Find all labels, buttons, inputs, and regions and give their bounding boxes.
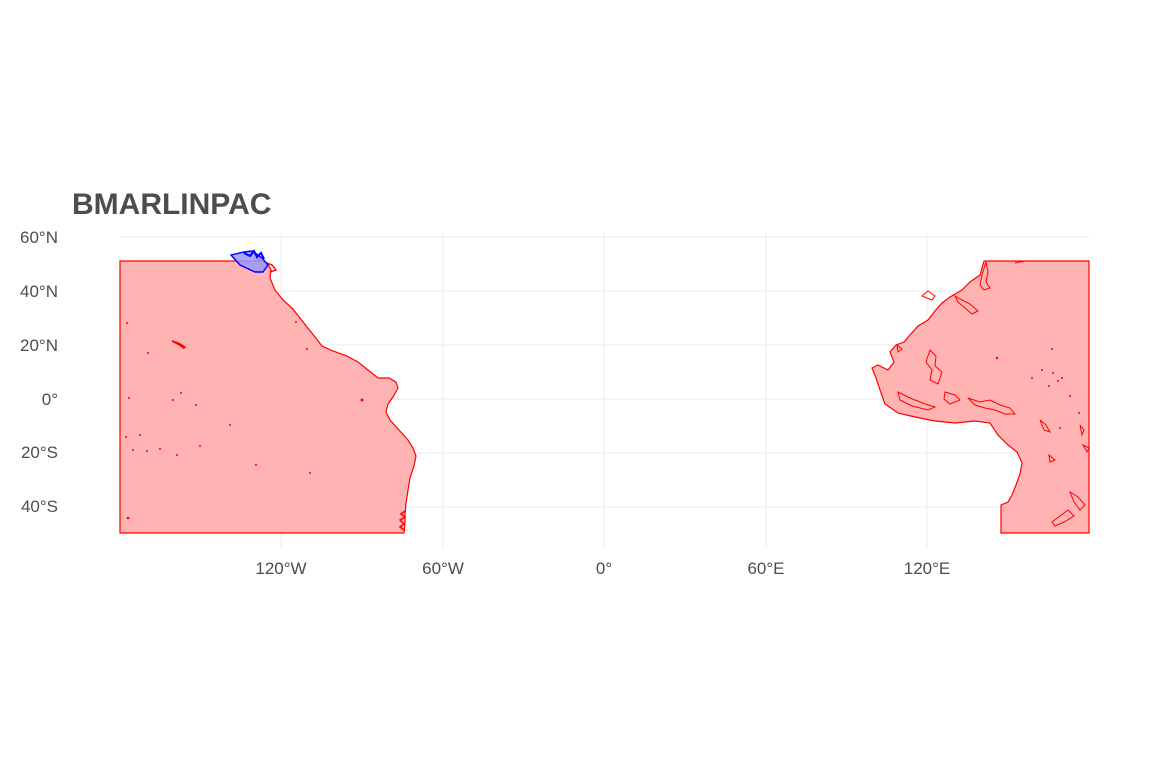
y-tick-label-60n: 60°N bbox=[20, 228, 58, 247]
island bbox=[1031, 377, 1033, 379]
x-tick-label-0: 0° bbox=[595, 559, 613, 578]
island bbox=[132, 449, 134, 451]
x-tick-label-60w: 60°W bbox=[422, 559, 464, 578]
island bbox=[306, 348, 308, 350]
y-tick-label-40s: 40°S bbox=[20, 497, 58, 516]
island bbox=[295, 321, 297, 323]
island bbox=[921, 290, 936, 301]
east-pacific-region bbox=[119, 260, 417, 534]
island bbox=[925, 349, 943, 385]
island bbox=[229, 424, 231, 426]
island bbox=[1041, 369, 1043, 371]
island bbox=[1057, 380, 1059, 382]
island bbox=[1052, 372, 1054, 374]
island bbox=[360, 398, 364, 402]
west-pacific-islets bbox=[995, 348, 1080, 429]
island bbox=[995, 356, 999, 360]
east-pacific-islands bbox=[125, 321, 364, 520]
island bbox=[1068, 490, 1086, 511]
island bbox=[195, 404, 197, 406]
map-title: BMARLINPAC bbox=[72, 188, 272, 221]
island bbox=[896, 343, 903, 353]
island bbox=[172, 399, 174, 401]
island bbox=[1059, 427, 1061, 429]
y-tick-label-20s: 20°S bbox=[20, 443, 58, 462]
island bbox=[199, 445, 201, 447]
island bbox=[1061, 377, 1063, 379]
island bbox=[1048, 453, 1056, 463]
island bbox=[1039, 419, 1052, 433]
island bbox=[309, 472, 311, 474]
small-area-coast bbox=[243, 249, 265, 260]
island bbox=[126, 516, 130, 520]
y-tick-label-40n: 40°N bbox=[20, 282, 58, 301]
y-tick-label-equator: 0° bbox=[41, 390, 58, 409]
island bbox=[1081, 443, 1090, 454]
island bbox=[1051, 509, 1075, 527]
island bbox=[1048, 385, 1050, 387]
island bbox=[126, 322, 128, 324]
x-tick-label-120w: 120°W bbox=[255, 559, 307, 578]
island bbox=[897, 391, 937, 411]
island bbox=[953, 294, 979, 315]
island bbox=[125, 436, 127, 438]
island bbox=[943, 391, 961, 405]
island bbox=[128, 397, 130, 399]
island bbox=[1014, 260, 1026, 264]
x-tick-label-60e: 60°E bbox=[747, 559, 785, 578]
west-pacific-details bbox=[896, 260, 1090, 527]
island bbox=[255, 464, 257, 466]
south-coast-fjords bbox=[398, 510, 407, 531]
island bbox=[139, 434, 141, 436]
island bbox=[1069, 395, 1071, 397]
island bbox=[176, 454, 178, 456]
west-pacific-region bbox=[871, 260, 1090, 534]
island bbox=[147, 352, 149, 354]
y-tick-label-20n: 20°N bbox=[20, 336, 58, 355]
island bbox=[979, 261, 991, 291]
island bbox=[1051, 348, 1053, 350]
island bbox=[146, 450, 148, 452]
island bbox=[967, 397, 1017, 415]
island bbox=[1078, 412, 1080, 414]
island bbox=[159, 448, 161, 450]
island bbox=[1079, 424, 1085, 437]
x-tick-label-120e: 120°E bbox=[903, 559, 951, 578]
island bbox=[180, 392, 182, 394]
island bbox=[172, 340, 186, 349]
